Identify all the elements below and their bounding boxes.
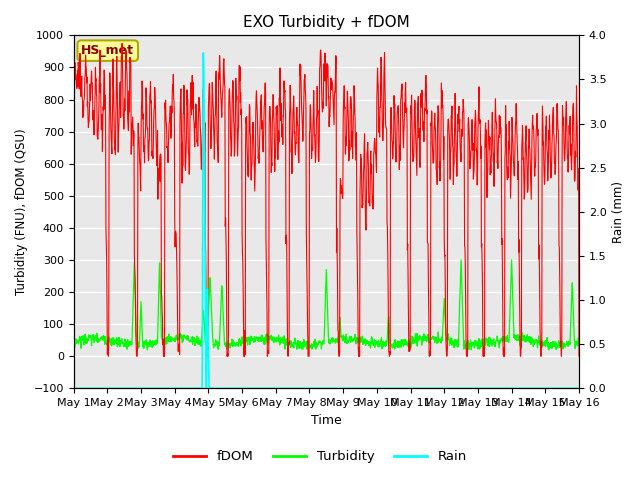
Legend: fDOM, Turbidity, Rain: fDOM, Turbidity, Rain	[168, 445, 472, 468]
Y-axis label: Turbidity (FNU), fDOM (QSU): Turbidity (FNU), fDOM (QSU)	[15, 129, 28, 295]
Y-axis label: Rain (mm): Rain (mm)	[612, 181, 625, 243]
Title: EXO Turbidity + fDOM: EXO Turbidity + fDOM	[243, 15, 410, 30]
Text: HS_met: HS_met	[81, 44, 134, 57]
X-axis label: Time: Time	[311, 414, 342, 427]
